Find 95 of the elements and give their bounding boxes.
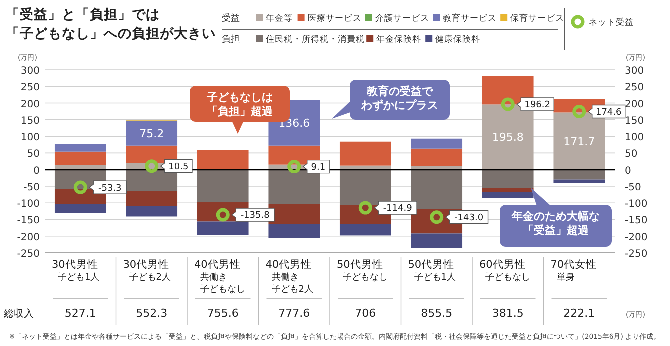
data-label: 171.7 [564,135,596,148]
text: 552.3 [136,307,168,320]
chart-title: 「受益」と「負担」では「子どもなし」への負担が大きい [6,7,216,42]
bar [482,188,534,192]
bar [126,120,178,146]
bar [411,170,463,210]
y-tick-label: 250 [20,82,40,94]
data-label: -114.9 [383,204,413,214]
legend-label: 介護サービス [375,13,430,24]
bar [54,152,106,166]
y2-tick-label: 150 [625,116,644,127]
text: 381.5 [492,307,524,320]
y-tick-label: 100 [20,132,40,144]
text: 222.1 [564,307,596,320]
y-tick-label: -200 [17,232,40,244]
y2-tick-label: -250 [625,249,648,260]
y2-tick-label: 250 [625,82,644,94]
y2-tick-label: 0 [625,166,632,177]
bar [197,150,249,170]
bar [340,142,392,166]
y-tick-label: 300 [20,66,40,77]
point [288,160,302,174]
text: 負担 [222,34,240,45]
data-label: 174.6 [596,108,622,118]
annotation: 年金のため大幅な「受益」超過 [511,210,600,237]
y2-tick-label: 300 [625,66,644,77]
legend-label: 健康保険料 [436,34,481,45]
data-label: 9.1 [311,162,326,173]
bar [197,170,249,202]
bar [126,146,178,164]
y-tick-label: 50 [27,149,40,160]
x-tick-label: 30代男性子ども1人 [52,259,100,283]
bar [268,170,320,204]
text: 855.5 [421,307,453,320]
y-tick-label: 0 [34,166,40,177]
bar [482,170,534,188]
data-label: 10.5 [168,162,189,173]
x-tick-label: 50代男性子ども1人 [408,259,456,283]
bar [554,170,606,180]
legend-label: ネット受益 [589,17,634,28]
text: 527.1 [64,307,96,320]
data-label: -53.3 [98,184,122,194]
y-tick-label: -100 [17,199,40,210]
y2-tick-label: -200 [625,232,648,244]
legend-label: 年金保険料 [376,34,422,45]
annotation: 教育の受益でわずかにプラス [360,85,438,112]
point [501,98,515,112]
legend-label: 教育サービス [443,13,497,24]
text: 総収入 [3,308,34,320]
legend-label: 住民税・所得税・消費税 [266,34,365,45]
y-tick-label: 200 [20,99,40,110]
y-tick-label: -150 [17,216,40,227]
x-tick-label: 60代男性子どもなし [480,259,530,283]
legend-label: 年金等 [266,13,293,24]
x-tick-label: 30代男性子ども2人 [123,259,171,283]
x-tick-label: 40代男性共働き子どもなし [194,259,246,295]
text: 受益 [222,13,240,24]
y2-tick-label: 200 [625,99,644,110]
y2-tick-label: 100 [625,132,644,144]
bar [340,224,392,236]
bar [54,204,106,214]
annotation: 子どもなしは「負担」超過 [206,91,274,118]
bar [411,138,463,149]
point [572,104,586,118]
x-tick-label: 70代女性単身 [550,259,598,283]
data-label: -135.8 [240,211,270,222]
bar [340,170,392,206]
y-tick-label: -250 [17,249,40,260]
bar [411,234,463,248]
data-label: 75.2 [140,127,164,140]
bar [268,224,320,238]
x-tick-label: 40代男性共働き子ども2人 [266,259,314,295]
data-label: 195.8 [492,131,524,144]
y-tick-label: 150 [20,116,40,127]
y2-tick-label: -100 [625,199,648,210]
point [74,180,88,194]
y2-tick-label: -50 [625,182,642,194]
bar [554,180,606,184]
bar [54,144,106,152]
data-label: 196.2 [524,100,551,111]
y2-tick-label: -150 [625,216,648,227]
bar [126,191,178,206]
bar [197,222,249,236]
y2-tick-label: 50 [625,149,638,160]
y-tick-label: -50 [24,182,40,194]
point [145,160,159,174]
text: 706 [355,307,376,320]
bar [411,148,463,166]
text: 777.6 [278,307,310,320]
bar [126,206,178,217]
data-label: -143.0 [454,214,484,224]
x-tick-label: 50代男性子どもなし [337,259,388,283]
legend-label: 医療サービス [308,13,362,24]
text: 755.6 [207,307,239,320]
legend-label: 保育サービス [510,13,565,24]
